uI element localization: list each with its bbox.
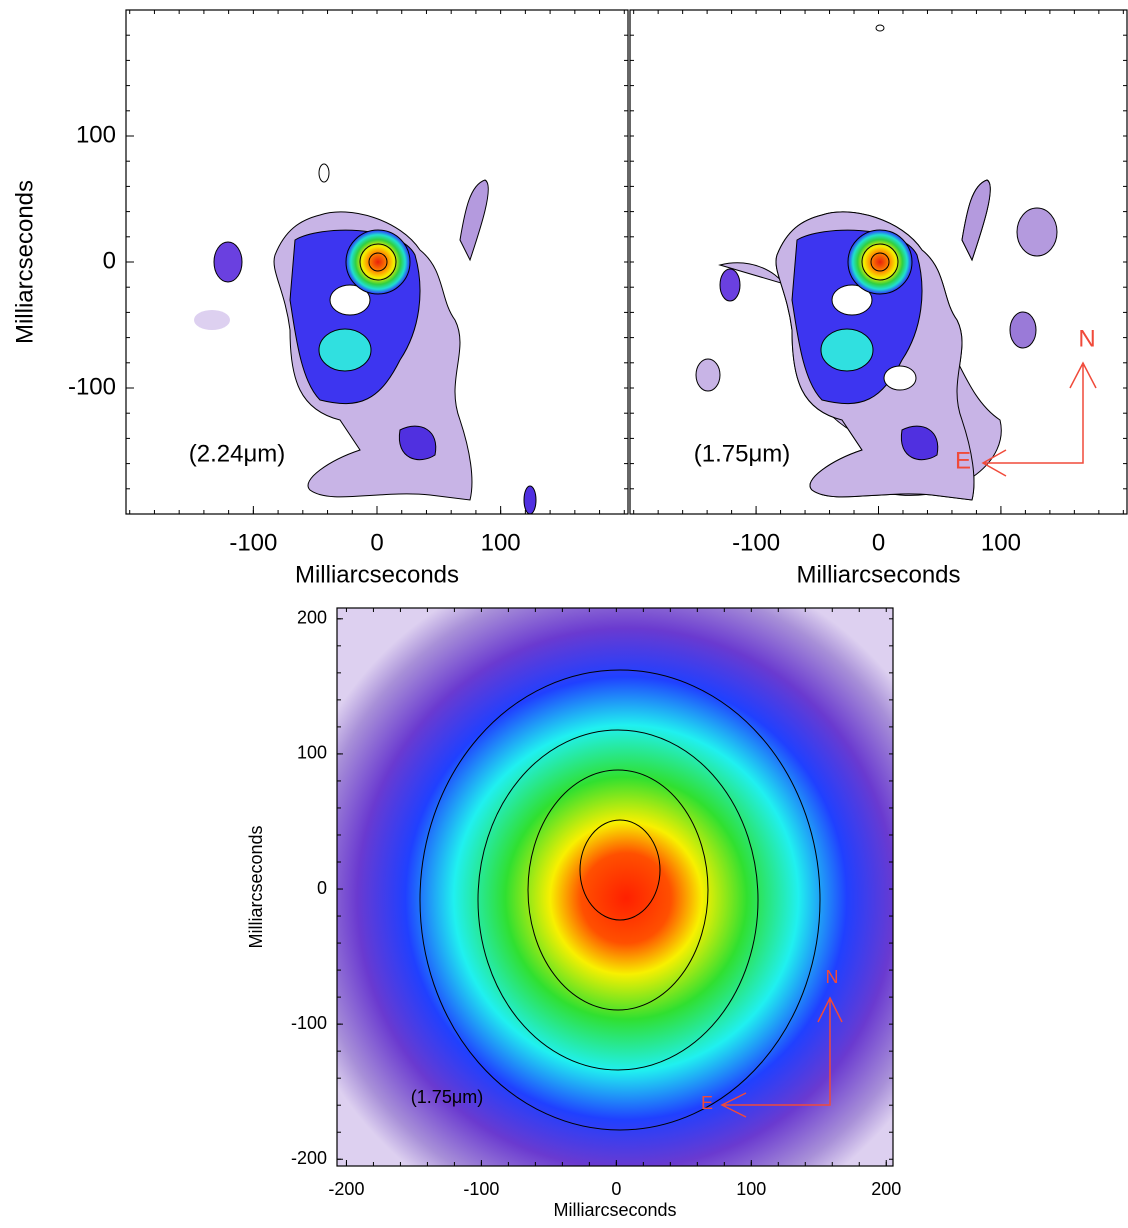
plot-frame	[336, 607, 894, 1167]
y-axis-label: Milliarcseconds	[11, 180, 38, 344]
y-tick-label: 0	[103, 247, 116, 274]
compass-1	[981, 361, 1097, 477]
x-tick-label: 100	[981, 529, 1021, 556]
annotation: (1.75μm)	[694, 440, 791, 467]
y-tick-label: 200	[297, 608, 327, 628]
x-tick-label: -200	[328, 1179, 364, 1199]
y-tick-label: -100	[291, 1013, 327, 1033]
x-tick-label: 0	[872, 529, 885, 556]
x-tick-label: -100	[229, 529, 277, 556]
x-tick-label: 200	[871, 1179, 901, 1199]
image-panel-1	[194, 163, 537, 515]
compass-2	[720, 996, 843, 1118]
annotation: (1.75μm)	[411, 1087, 483, 1107]
x-tick-label: 0	[611, 1179, 621, 1199]
y-tick-label: 0	[317, 878, 327, 898]
x-axis-label: Milliarcseconds	[295, 561, 459, 588]
image-panel-2	[695, 24, 1058, 501]
y-axis-label: Milliarcseconds	[246, 825, 266, 948]
y-tick-label: 100	[297, 743, 327, 763]
y-tick-label: 100	[76, 121, 116, 148]
x-tick-label: 100	[481, 529, 521, 556]
x-tick-label: -100	[732, 529, 780, 556]
compass-east: E	[701, 1093, 713, 1113]
image-panel-3	[337, 608, 893, 1166]
y-tick-label: -100	[68, 373, 116, 400]
y-tick-label: -200	[291, 1148, 327, 1168]
compass-north: N	[1078, 325, 1095, 352]
x-axis-label: Milliarcseconds	[796, 561, 960, 588]
annotation: (2.24μm)	[189, 440, 286, 467]
x-tick-label: -100	[463, 1179, 499, 1199]
x-tick-label: 100	[736, 1179, 766, 1199]
x-axis-label: Milliarcseconds	[553, 1200, 676, 1220]
x-tick-label: 0	[370, 529, 383, 556]
compass-north: N	[826, 967, 839, 987]
compass-east: E	[955, 447, 971, 474]
